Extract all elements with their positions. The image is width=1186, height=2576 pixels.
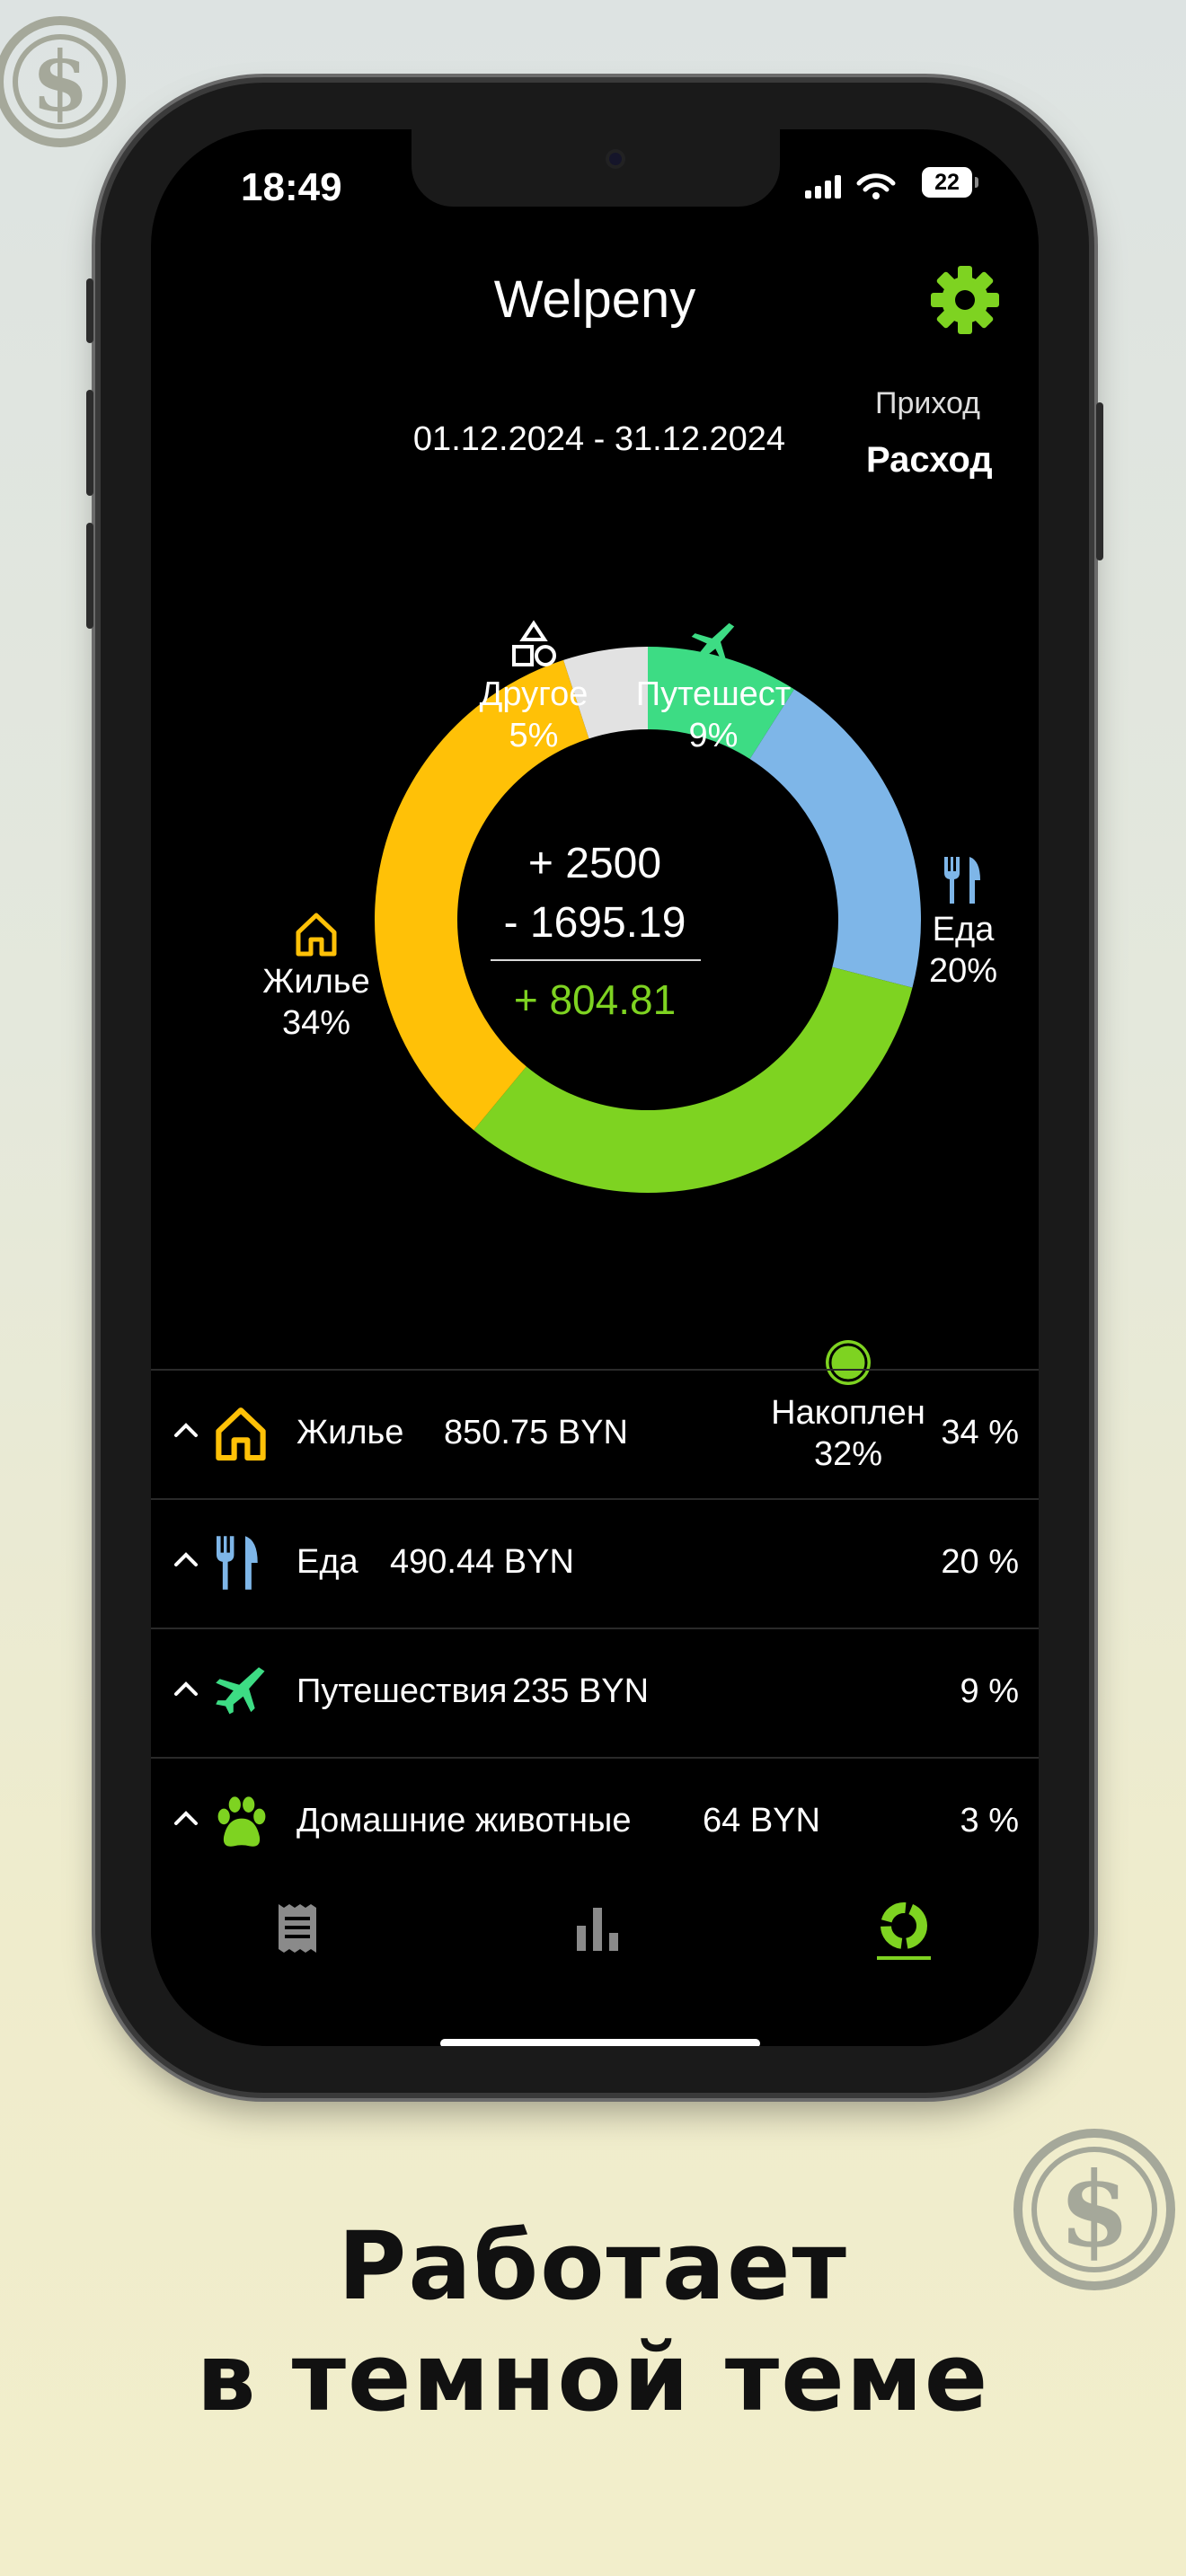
receipt-icon[interactable] — [275, 1902, 320, 1954]
date-range[interactable]: 01.12.2024 - 31.12.2024 — [412, 420, 786, 458]
chart-label-travel: Путешест 9% — [624, 620, 803, 756]
tab-bar — [151, 1890, 1039, 2007]
paw-icon — [217, 1796, 266, 1847]
list-item[interactable]: Жилье 850.75 BYN 34 % — [151, 1369, 1039, 1498]
phone-action-button — [86, 278, 93, 343]
list-item-amount: 64 BYN — [703, 1802, 820, 1839]
donut-chart-icon[interactable] — [877, 1897, 931, 1960]
fork-knife-icon — [217, 1536, 258, 1590]
donut-slice-travel[interactable] — [648, 647, 794, 760]
signal-wifi-icons — [805, 173, 896, 199]
list-item-name: Жилье — [296, 1414, 404, 1451]
list-item[interactable]: Путешествия 235 BYN 9 % — [151, 1628, 1039, 1757]
list-item[interactable]: Домашние животные 64 BYN 3 % — [151, 1757, 1039, 1886]
shapes-icon — [512, 620, 556, 666]
summary-divider — [491, 959, 701, 961]
category-list: Жилье 850.75 BYN 34 % Еда 490.44 BYN 20 … — [151, 1369, 1039, 1886]
list-item[interactable]: Еда 490.44 BYN 20 % — [151, 1498, 1039, 1628]
fork-knife-icon — [944, 857, 980, 904]
status-time: 18:49 — [241, 165, 342, 209]
chevron-up-icon[interactable] — [173, 1680, 199, 1698]
house-icon — [216, 1407, 266, 1461]
dollar-coin-icon: $ — [0, 16, 126, 147]
donut-slice-savings[interactable] — [474, 966, 913, 1194]
summary-income: + 2500 — [527, 840, 662, 887]
home-indicator — [440, 2039, 760, 2046]
income-toggle[interactable]: Приход — [875, 386, 980, 420]
list-item-percent: 9 % — [960, 1672, 1019, 1710]
phone-power-button — [1096, 402, 1103, 560]
savings-circle-icon — [826, 1340, 871, 1385]
chevron-up-icon[interactable] — [173, 1421, 199, 1439]
list-item-percent: 20 % — [941, 1543, 1019, 1581]
camera-icon — [606, 149, 625, 169]
list-item-name: Домашние животные — [296, 1802, 632, 1839]
bar-chart-icon[interactable] — [573, 1902, 624, 1954]
list-item-amount: 490.44 BYN — [390, 1543, 574, 1581]
summary-expense: - 1695.19 — [503, 899, 686, 947]
chevron-up-icon[interactable] — [173, 1809, 199, 1827]
list-item-amount: 235 BYN — [512, 1672, 650, 1710]
list-item-percent: 3 % — [960, 1802, 1019, 1839]
battery-icon: 22 — [922, 167, 978, 198]
caption-line-2: в темной теме — [196, 2323, 990, 2432]
list-item-name: Путешествия — [296, 1672, 508, 1710]
summary-net: + 804.81 — [513, 976, 677, 1023]
donut-slice-housing[interactable] — [375, 659, 589, 1131]
app-title: Welpeny — [493, 270, 696, 329]
list-item-amount: 850.75 BYN — [444, 1414, 628, 1451]
gear-icon[interactable] — [929, 264, 1001, 336]
house-icon — [296, 913, 337, 957]
chevron-up-icon[interactable] — [173, 1550, 199, 1568]
app-screen: 18:49 22 Welpeny — [151, 129, 1039, 2046]
expense-toggle[interactable]: Расход — [866, 440, 993, 480]
chart-label-other: Другое 5% — [471, 620, 597, 756]
donut-slice-food[interactable] — [749, 689, 921, 988]
phone-volume-down — [86, 523, 93, 629]
donut-chart — [375, 647, 921, 1194]
chart-label-housing: Жилье 34% — [253, 911, 379, 1044]
airplane-icon — [216, 1667, 265, 1715]
list-item-name: Еда — [296, 1543, 358, 1581]
phone-volume-up — [86, 390, 93, 496]
airplane-icon — [691, 622, 735, 665]
chart-label-food: Еда 20% — [900, 855, 1026, 992]
list-item-percent: 34 % — [941, 1414, 1019, 1451]
caption-line-1: Работает — [338, 2211, 848, 2321]
chart-label-savings: Накоплен 32% — [740, 1337, 956, 1475]
dollar-coin-icon: $ — [1013, 2129, 1175, 2290]
dynamic-island — [412, 129, 780, 207]
donut-slice-other[interactable] — [563, 647, 648, 739]
phone-frame: 18:49 22 Welpeny — [86, 83, 1103, 2093]
